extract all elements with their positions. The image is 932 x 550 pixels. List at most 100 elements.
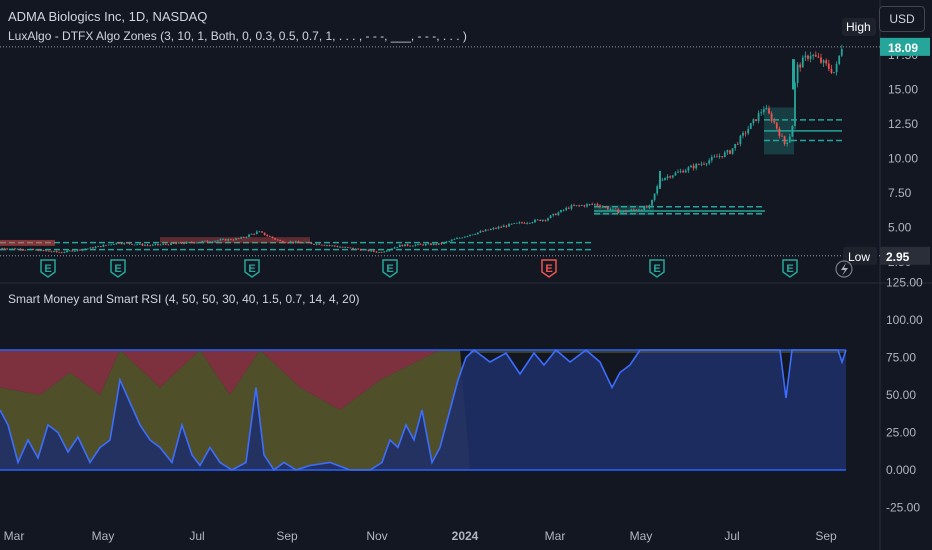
candle-body — [622, 210, 625, 213]
earnings-badge-icon — [782, 259, 798, 278]
candle-body — [796, 64, 799, 83]
candle-body — [692, 165, 695, 169]
currency-button[interactable]: USD — [879, 6, 925, 32]
candle-body — [762, 109, 765, 113]
candle-body — [690, 165, 692, 168]
candle-body — [830, 68, 833, 73]
candle-body — [505, 225, 508, 227]
candle-body — [164, 244, 167, 245]
candle-body — [536, 219, 539, 221]
candle-body — [141, 243, 144, 246]
candle-body — [526, 222, 529, 224]
candle-body — [190, 242, 193, 243]
candle-body — [89, 247, 92, 249]
high-tag-box — [842, 18, 876, 36]
earnings-marker[interactable]: E — [382, 259, 398, 278]
candle-body — [307, 242, 310, 244]
candle-body — [349, 247, 352, 249]
axes: 17.5015.0012.5010.007.505.002.50125.0010… — [0, 18, 930, 543]
candle-body — [185, 242, 188, 244]
time-tick-label: May — [92, 529, 115, 543]
earnings-marker[interactable]: E — [541, 259, 557, 278]
candle-body — [232, 239, 235, 241]
candle-body — [744, 132, 747, 134]
candle-body — [362, 249, 365, 251]
candle-body — [729, 150, 731, 154]
candle-body — [471, 234, 474, 236]
earnings-label: E — [114, 263, 121, 275]
candle-body — [40, 249, 42, 252]
symbol-title[interactable]: ADMA Biologics Inc, 1D, NASDAQ — [8, 9, 208, 24]
earnings-label: E — [386, 263, 393, 275]
candle-body — [788, 136, 791, 143]
candle-body — [567, 207, 570, 209]
earnings-marker[interactable]: E — [649, 259, 665, 278]
candle-body — [604, 206, 607, 208]
rsi-tick-label: 25.00 — [886, 426, 916, 440]
candle-body — [502, 225, 505, 228]
candle-body — [274, 238, 276, 240]
candle-body — [695, 163, 698, 169]
candle-body — [55, 251, 58, 253]
candle-body — [318, 243, 321, 245]
candle-body — [500, 226, 503, 228]
candle-body — [219, 239, 222, 241]
candle-body — [609, 209, 612, 211]
candle-body — [183, 243, 185, 245]
dtfx-indicator-legend[interactable]: LuxAlgo - DTFX Algo Zones (3, 10, 1, Bot… — [8, 29, 467, 43]
earnings-marker[interactable]: E — [40, 259, 56, 278]
candle-body — [1, 248, 3, 249]
earnings-marker[interactable]: E — [244, 259, 260, 278]
candle-body — [8, 248, 11, 250]
low-price-label: 2.95 — [886, 250, 910, 264]
time-tick-label: Sep — [815, 529, 837, 543]
candle-body — [131, 243, 133, 245]
candle-body — [229, 239, 232, 240]
smart-rsi-indicator-legend[interactable]: Smart Money and Smart RSI (4, 50, 50, 30… — [8, 292, 360, 306]
candle-body — [781, 135, 783, 137]
rsi-tick-label: 100.00 — [886, 313, 923, 327]
candle-body — [682, 170, 685, 173]
candle-body — [297, 241, 300, 243]
candle-body — [721, 156, 724, 157]
earnings-label: E — [545, 263, 552, 275]
candle-body — [489, 229, 492, 231]
lightning-icon[interactable] — [835, 260, 853, 278]
candle-body — [240, 237, 243, 239]
dtfx-zones — [0, 107, 842, 251]
candle-body — [154, 244, 157, 245]
candle-body — [279, 240, 282, 242]
candle-body — [554, 213, 557, 216]
candle-body — [596, 203, 599, 206]
candle-body — [266, 235, 269, 237]
candle-body — [375, 251, 378, 253]
candle-body — [474, 234, 477, 235]
candle-body — [599, 205, 601, 207]
candle-body — [479, 231, 482, 233]
candle-body — [193, 242, 196, 244]
candle-body — [765, 108, 768, 110]
candle-body — [380, 252, 383, 253]
candle-body — [414, 244, 417, 246]
candle-body — [385, 250, 388, 252]
candle-body — [66, 250, 68, 253]
candle-body — [544, 219, 547, 221]
candle-body — [196, 242, 198, 244]
candle-body — [328, 245, 331, 246]
candle-body — [645, 206, 648, 208]
candle-body — [703, 163, 705, 165]
earnings-marker[interactable]: E — [782, 259, 798, 278]
candle-body — [627, 210, 630, 212]
candle-body — [401, 244, 404, 247]
candle-body — [827, 63, 830, 69]
candle-body — [606, 207, 609, 210]
earnings-marker[interactable]: E — [110, 259, 126, 278]
price-tick-label: 7.50 — [888, 186, 912, 200]
candle-body — [367, 249, 370, 252]
candle-body — [19, 248, 22, 250]
rsi-pane[interactable] — [0, 348, 847, 472]
candle-body — [700, 163, 703, 165]
